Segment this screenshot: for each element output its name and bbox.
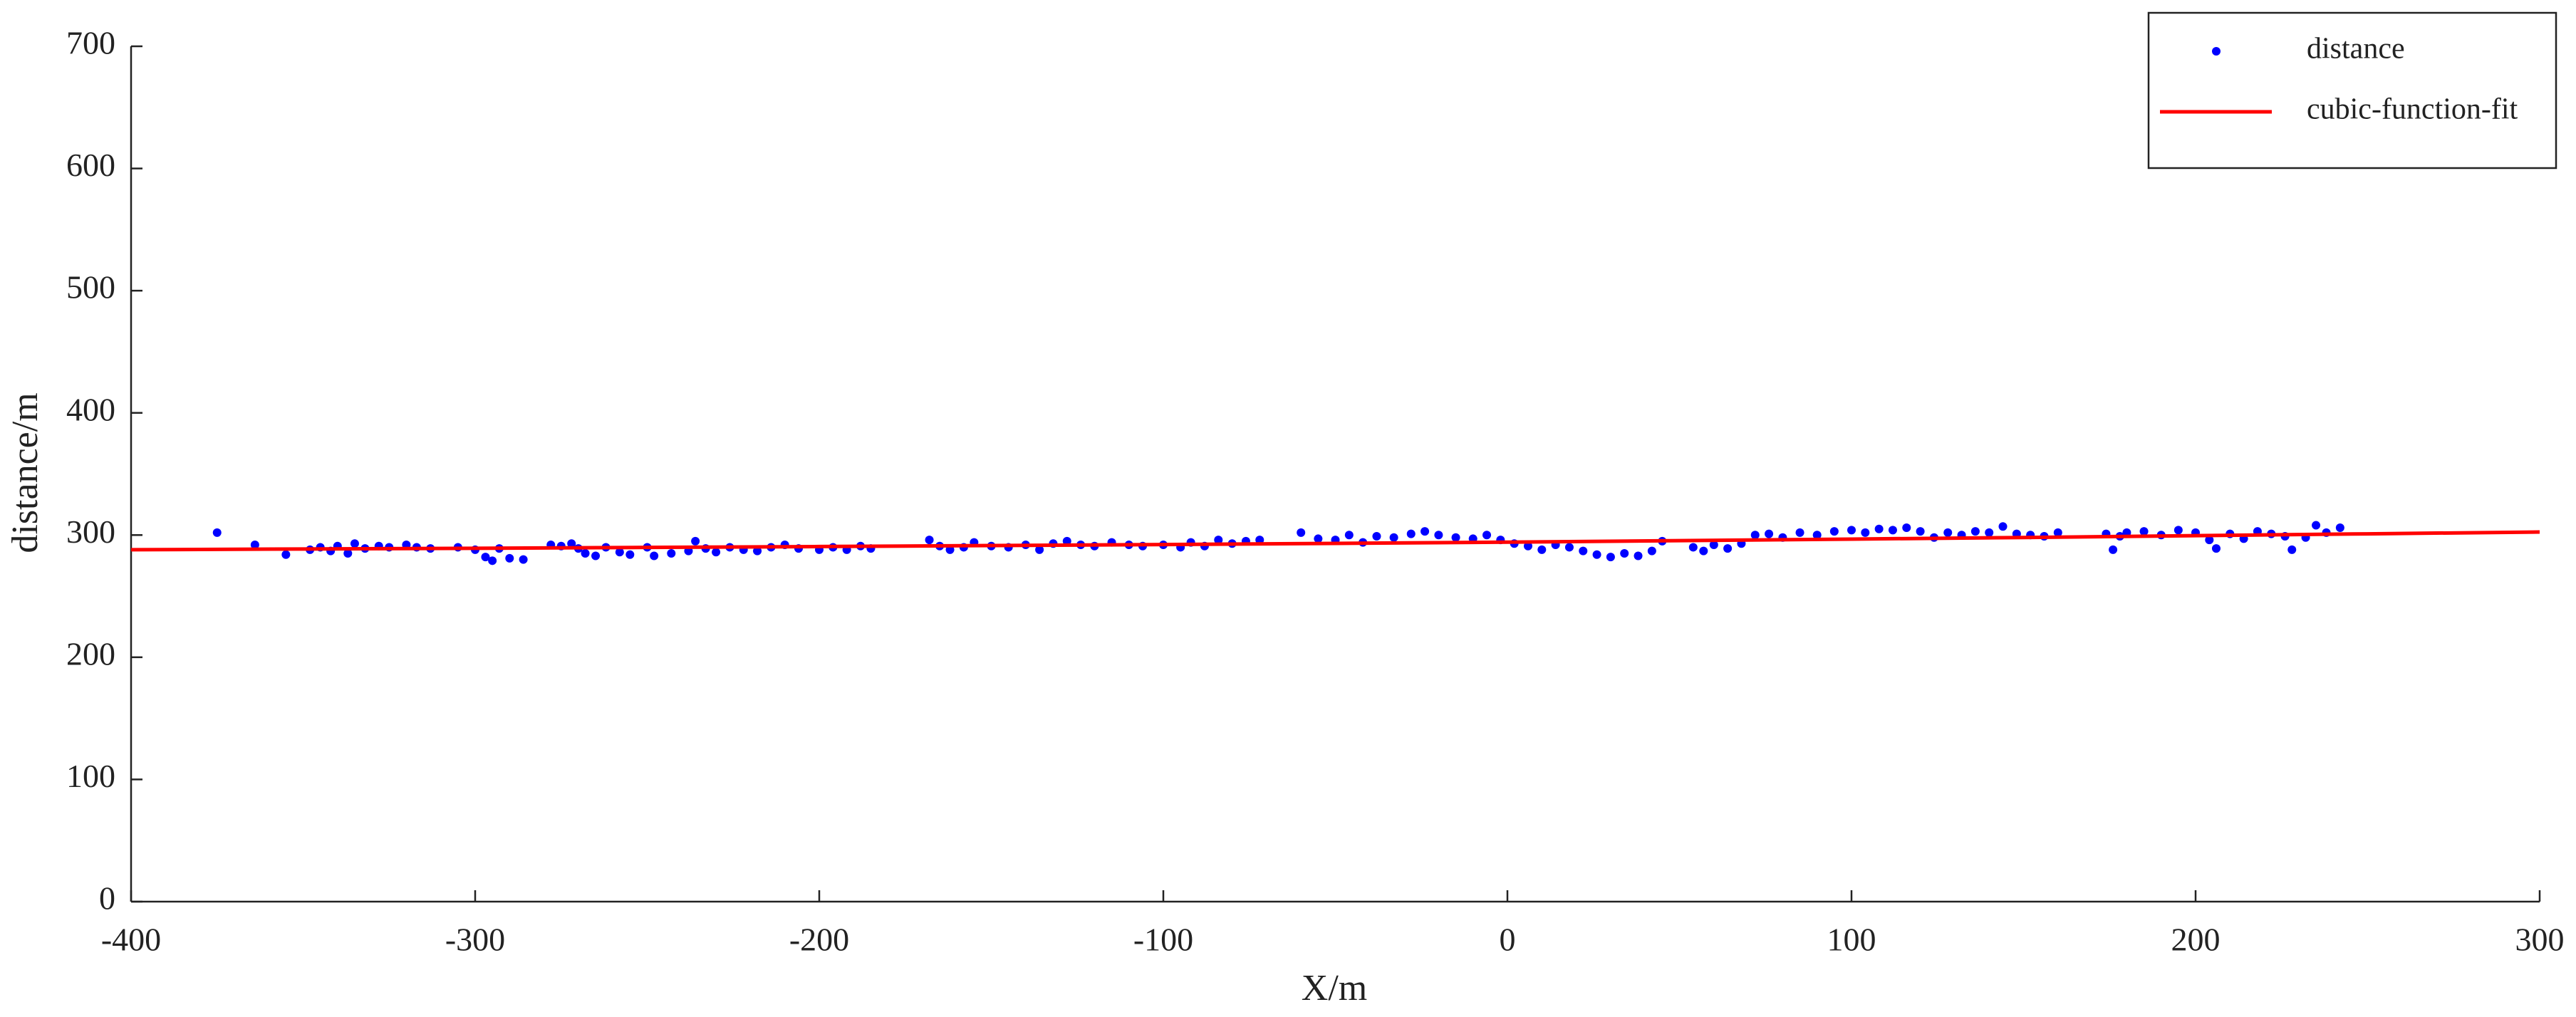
legend-label: cubic-function-fit: [2307, 93, 2518, 126]
data-point: [1998, 522, 2008, 531]
data-point: [1847, 526, 1856, 535]
data-point: [712, 548, 721, 557]
data-point: [650, 551, 659, 560]
data-point: [1406, 529, 1416, 538]
data-point: [1372, 532, 1381, 541]
data-point: [250, 541, 259, 550]
data-point: [567, 539, 576, 548]
fit-line: [130, 530, 2540, 552]
data-point: [2109, 545, 2118, 554]
data-point: [505, 553, 514, 563]
data-point: [1035, 545, 1044, 554]
data-point: [1985, 528, 1994, 537]
data-point: [1062, 536, 1071, 546]
data-point: [2287, 545, 2297, 554]
data-point: [2211, 544, 2221, 553]
legend-marker: [2212, 47, 2221, 56]
data-point: [2205, 536, 2214, 545]
data-point: [1421, 527, 1430, 536]
data-point: [281, 550, 291, 559]
data-point: [615, 548, 624, 557]
data-point: [1523, 541, 1532, 551]
data-point: [2335, 523, 2344, 532]
data-point: [519, 555, 528, 564]
legend-label: distance: [2307, 33, 2405, 66]
data-point: [1344, 531, 1354, 540]
data-point: [481, 553, 490, 562]
y-tick-label: 0: [99, 880, 115, 917]
data-point: [1647, 546, 1656, 556]
data-point: [212, 528, 222, 537]
data-point: [1214, 536, 1223, 545]
data-point: [1434, 531, 1443, 540]
data-point: [1255, 536, 1264, 545]
data-point: [1750, 531, 1760, 540]
data-point: [1723, 544, 1733, 553]
data-point: [1592, 550, 1601, 559]
data-point: [1634, 551, 1643, 560]
data-point: [1482, 531, 1492, 540]
data-point: [753, 546, 762, 556]
data-point: [581, 549, 590, 558]
data-point: [350, 539, 359, 548]
data-point: [1861, 528, 1870, 537]
data-point: [1709, 541, 1718, 550]
data-point: [925, 536, 934, 545]
y-tick-label: 100: [66, 758, 115, 794]
data-point: [1451, 533, 1460, 542]
y-tick-label: 300: [66, 513, 115, 550]
legend-box: [2147, 11, 2557, 170]
data-point: [1943, 528, 1953, 537]
data-point: [1537, 545, 1547, 554]
data-point: [1795, 528, 1804, 537]
data-point: [1606, 553, 1615, 562]
data-point: [1389, 533, 1398, 542]
data-point: [2053, 528, 2062, 537]
data-point: [1314, 534, 1323, 543]
data-point: [1916, 527, 1925, 536]
data-point: [1297, 528, 1306, 537]
x-axis-label: X/m: [1302, 968, 1367, 1008]
y-tick-label: 200: [66, 635, 115, 672]
y-tick-label: 600: [66, 147, 115, 183]
data-point: [1765, 529, 1774, 538]
data-point: [591, 551, 601, 560]
x-tick-label: -200: [789, 922, 849, 958]
data-point: [1564, 543, 1574, 552]
data-point: [1970, 527, 1980, 536]
x-tick-label: 0: [1500, 922, 1516, 958]
data-point: [1699, 546, 1708, 556]
data-point: [1620, 549, 1629, 558]
data-point: [1888, 526, 1897, 535]
data-point: [1829, 527, 1839, 536]
data-point: [2312, 521, 2321, 530]
data-point: [1902, 523, 1911, 532]
data-point: [2139, 527, 2149, 536]
data-point: [1812, 531, 1822, 540]
data-point: [667, 549, 676, 558]
data-point: [1579, 546, 1588, 556]
data-point: [343, 549, 353, 558]
x-tick-label: -100: [1133, 922, 1193, 958]
data-point: [488, 556, 497, 565]
x-tick-label: -300: [445, 922, 505, 958]
y-tick-label: 500: [66, 269, 115, 306]
x-tick-label: -400: [101, 922, 161, 958]
data-point: [691, 536, 700, 546]
data-point: [1688, 543, 1698, 552]
x-tick-label: 300: [2515, 922, 2565, 958]
x-tick-label: 100: [1827, 922, 1876, 958]
data-point: [2174, 526, 2183, 535]
data-point: [625, 550, 635, 559]
y-axis-label: distance/m: [5, 392, 46, 553]
y-tick-label: 400: [66, 391, 115, 427]
data-point: [1874, 524, 1884, 533]
x-tick-label: 200: [2171, 922, 2221, 958]
y-tick-label: 700: [66, 25, 115, 61]
